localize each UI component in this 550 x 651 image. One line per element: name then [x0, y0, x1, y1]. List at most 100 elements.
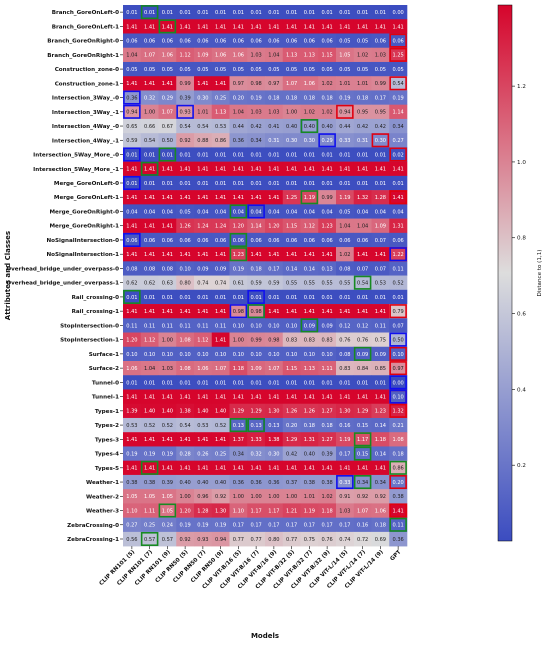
heatmap-cell: [158, 503, 177, 518]
y-tick-label: NoSignalIntersection-0: [46, 238, 119, 244]
cell-value-label: 0.01: [321, 10, 332, 16]
y-tick-label: Weather-1: [86, 480, 119, 486]
heatmap-cell: [282, 104, 301, 120]
cell-value-label: 1.03: [250, 53, 261, 59]
cell-value-label: 0.85: [375, 366, 386, 372]
heatmap-cell: [229, 247, 248, 262]
cell-value-label: 0.01: [321, 152, 332, 158]
cell-value-label: 0.01: [357, 295, 368, 301]
heatmap-cell: [336, 460, 355, 476]
cell-value-label: 1.07: [268, 366, 279, 372]
y-tick-label: NoSignalIntersection-1: [46, 252, 119, 258]
heatmap-cell: [300, 517, 319, 533]
heatmap-cell: [300, 403, 319, 419]
y-tick-label: Intersection_3Way_-1: [52, 110, 119, 116]
heatmap-cell: [194, 133, 213, 148]
heatmap-cell: [336, 474, 355, 490]
cell-value-label: 0.06: [357, 238, 368, 244]
cell-value-label: 1.41: [197, 437, 208, 443]
cell-value-label: 0.04: [233, 209, 244, 215]
cell-value-label: 0.11: [179, 323, 190, 329]
heatmap-cell: [176, 446, 195, 461]
cell-value-label: 0.01: [179, 10, 190, 16]
cell-value-label: 0.10: [268, 323, 279, 329]
heatmap-cell: [265, 474, 284, 490]
cell-value-label: 1.41: [162, 309, 173, 315]
cell-value-label: 1.04: [268, 53, 279, 59]
heatmap-cell: [300, 133, 319, 148]
green-highlight-box: [353, 475, 372, 490]
cell-value-label: 0.02: [392, 152, 403, 158]
heatmap-cell: [176, 432, 195, 447]
cell-value-label: 1.41: [126, 224, 137, 230]
heatmap-cell: [176, 218, 195, 234]
cell-value-label: 1.05: [162, 508, 173, 514]
cell-value-label: 1.11: [144, 508, 155, 514]
heatmap-cell: [158, 5, 177, 20]
heatmap-cell: [300, 190, 319, 205]
heatmap-cell: [389, 5, 408, 20]
heatmap-cell: [265, 133, 284, 148]
heatmap-cell: [336, 446, 355, 461]
heatmap-cell: [282, 332, 301, 348]
cell-value-label: 0.12: [357, 323, 368, 329]
heatmap-cell: [336, 247, 355, 262]
cell-value-label: 0.01: [144, 10, 155, 16]
cell-value-label: 0.10: [215, 352, 226, 358]
cell-value-label: 1.02: [321, 494, 332, 500]
heatmap-cell: [140, 161, 159, 177]
cell-value-label: 0.77: [233, 537, 244, 543]
heatmap-cell: [123, 76, 142, 91]
heatmap-cell: [282, 375, 301, 390]
heatmap-cell: [229, 432, 248, 447]
heatmap-cell: [158, 204, 177, 219]
cell-value-label: 1.00: [250, 494, 261, 500]
cell-value-label: 1.03: [268, 110, 279, 116]
cell-value-label: 1.41: [179, 395, 190, 401]
cell-value-label: 0.01: [126, 295, 137, 301]
heatmap-cell: [282, 446, 301, 461]
cell-value-label: 1.33: [250, 437, 261, 443]
cell-value-label: 0.94: [339, 110, 350, 116]
cell-value-label: 1.07: [162, 110, 173, 116]
heatmap-cell: [247, 133, 266, 148]
cell-value-label: 0.04: [286, 209, 297, 215]
cell-value-label: 1.06: [162, 53, 173, 59]
cell-value-label: 0.10: [286, 352, 297, 358]
heatmap-cell: [211, 460, 230, 476]
heatmap-cell: [194, 517, 213, 533]
heatmap-cell: [158, 417, 177, 433]
heatmap-cell: [247, 289, 266, 305]
cell-value-label: 0.33: [339, 480, 350, 486]
heatmap-cell: [389, 517, 408, 533]
cell-value-label: 1.41: [197, 252, 208, 258]
cell-value-label: 0.01: [321, 295, 332, 301]
cell-value-label: 0.55: [321, 281, 332, 287]
cell-value-label: 0.01: [233, 295, 244, 301]
cell-value-label: 0.01: [162, 10, 173, 16]
cell-value-label: 1.41: [392, 167, 403, 173]
cell-value-label: 1.41: [144, 167, 155, 173]
heatmap-cell: [318, 204, 337, 219]
cell-value-label: 0.18: [304, 423, 315, 429]
cell-value-label: 1.29: [286, 437, 297, 443]
heatmap-cell: [158, 161, 177, 177]
y-tick-label: Surface-2: [89, 366, 119, 372]
heatmap-cell: [371, 503, 390, 518]
heatmap-cell: [318, 474, 337, 490]
heatmap-cell: [389, 61, 408, 77]
cell-value-label: 1.41: [375, 24, 386, 30]
cell-value-label: 0.17: [304, 523, 315, 529]
cell-value-label: 0.34: [375, 480, 386, 486]
heatmap-cell: [282, 19, 301, 34]
heatmap-cell: [194, 47, 213, 63]
cell-value-label: 1.19: [339, 195, 350, 201]
cell-value-label: 1.01: [304, 494, 315, 500]
heatmap-cell: [371, 304, 390, 319]
heatmap-cell: [282, 232, 301, 248]
heatmap-cell: [211, 403, 230, 419]
heatmap-cell: [229, 460, 248, 476]
heatmap-cell: [336, 19, 355, 34]
